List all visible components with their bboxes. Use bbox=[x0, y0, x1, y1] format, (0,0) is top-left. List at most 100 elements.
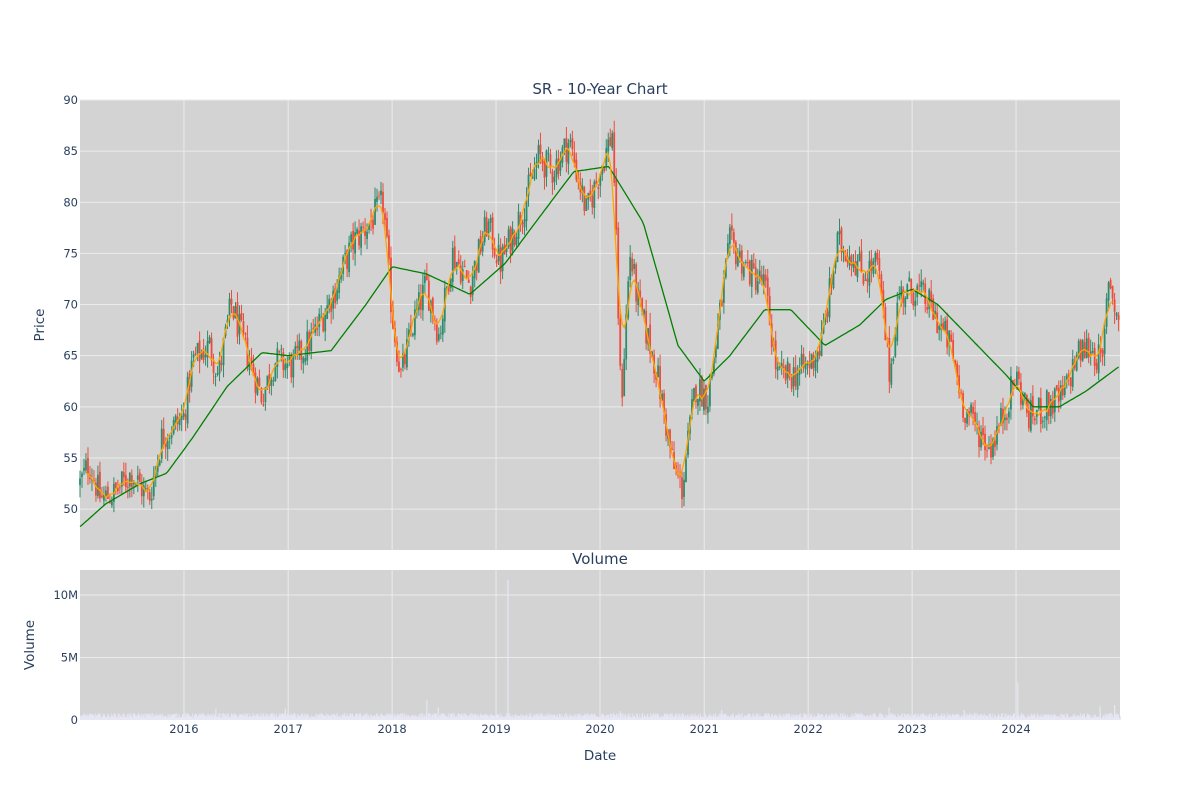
volume-bar bbox=[353, 716, 355, 720]
volume-bar bbox=[301, 717, 303, 720]
volume-bar bbox=[969, 718, 971, 720]
volume-bar bbox=[1014, 713, 1015, 720]
volume-bar bbox=[776, 715, 778, 720]
volume-bar bbox=[87, 717, 89, 720]
volume-bar bbox=[402, 717, 404, 720]
volume-bar bbox=[1052, 715, 1054, 720]
candle-body bbox=[824, 313, 827, 323]
volume-bar bbox=[136, 717, 138, 720]
candle-body bbox=[453, 246, 456, 269]
volume-bar bbox=[761, 718, 763, 720]
volume-bar bbox=[176, 717, 178, 720]
volume-bar bbox=[798, 718, 800, 720]
candle-body bbox=[326, 305, 329, 319]
volume-bar bbox=[724, 714, 726, 720]
volume-bar bbox=[92, 716, 94, 720]
volume-bar bbox=[169, 717, 171, 720]
candle-body bbox=[212, 361, 215, 374]
candle-body bbox=[615, 179, 618, 230]
volume-bar bbox=[1110, 714, 1112, 720]
volume-bar bbox=[207, 718, 208, 720]
candle-body bbox=[954, 360, 957, 367]
volume-bar bbox=[669, 717, 671, 720]
volume-bar bbox=[373, 715, 375, 720]
volume-bar bbox=[658, 717, 660, 720]
volume-bar bbox=[429, 713, 431, 720]
candle-body bbox=[174, 415, 177, 424]
volume-bar bbox=[277, 717, 279, 720]
volume-bar bbox=[1111, 717, 1113, 720]
volume-bar bbox=[655, 714, 657, 720]
volume-bar bbox=[256, 715, 258, 720]
candle-body bbox=[1000, 407, 1002, 425]
candle-body bbox=[461, 269, 464, 281]
volume-bar bbox=[94, 713, 96, 720]
volume-bar bbox=[562, 717, 564, 720]
volume-bar bbox=[1080, 717, 1082, 720]
volume-bar bbox=[280, 714, 282, 720]
candle-body bbox=[864, 279, 867, 281]
volume-bar bbox=[908, 714, 910, 720]
volume-bar bbox=[605, 717, 607, 720]
volume-bar bbox=[590, 714, 592, 720]
volume-bar bbox=[446, 716, 448, 720]
candle-body bbox=[760, 274, 763, 283]
volume-bar bbox=[644, 716, 646, 720]
candle-body bbox=[109, 501, 111, 504]
candle-body bbox=[972, 406, 974, 414]
volume-bar bbox=[644, 716, 646, 720]
volume-bar bbox=[539, 716, 541, 720]
volume-bar bbox=[642, 717, 644, 720]
volume-bar bbox=[690, 713, 692, 720]
volume-bar bbox=[1002, 717, 1004, 720]
volume-bar bbox=[971, 715, 973, 720]
volume-bar bbox=[347, 715, 349, 720]
volume-bar bbox=[1042, 716, 1044, 720]
volume-bar bbox=[710, 715, 712, 720]
volume-bar bbox=[805, 713, 806, 720]
volume-bar bbox=[1011, 716, 1013, 720]
candle-body bbox=[228, 298, 231, 319]
volume-bar bbox=[593, 714, 595, 720]
volume-bar bbox=[887, 716, 888, 720]
candle-body bbox=[260, 388, 263, 403]
volume-bar bbox=[468, 715, 470, 720]
volume-bar bbox=[737, 717, 739, 720]
volume-bar bbox=[736, 715, 738, 720]
candle-body bbox=[794, 367, 797, 387]
volume-bar bbox=[304, 715, 306, 720]
volume-bar bbox=[347, 716, 349, 720]
volume-bar bbox=[257, 713, 259, 720]
volume-bar bbox=[268, 716, 270, 720]
candle-body bbox=[671, 448, 673, 451]
volume-bar bbox=[572, 717, 574, 720]
volume-bar bbox=[244, 714, 246, 720]
volume-bar bbox=[697, 715, 699, 720]
volume-axis-title: Volume bbox=[22, 620, 38, 670]
volume-bar bbox=[470, 713, 472, 720]
volume-bar bbox=[141, 714, 143, 720]
volume-bar bbox=[349, 713, 351, 720]
volume-bar bbox=[381, 713, 383, 720]
volume-bar bbox=[700, 715, 702, 720]
volume-bar bbox=[427, 713, 429, 720]
candle-body bbox=[413, 309, 416, 336]
volume-bar bbox=[883, 717, 884, 720]
candle-body bbox=[425, 273, 428, 281]
volume-bar bbox=[436, 718, 438, 720]
volume-bar bbox=[330, 716, 331, 720]
volume-bar bbox=[617, 716, 619, 720]
volume-bar bbox=[1041, 716, 1043, 720]
volume-bar bbox=[195, 713, 196, 720]
volume-bar bbox=[531, 717, 532, 720]
volume-bar bbox=[1095, 716, 1097, 720]
volume-bar bbox=[628, 715, 630, 720]
candle-body bbox=[555, 159, 558, 177]
volume-bar bbox=[704, 717, 706, 720]
candle-body bbox=[1103, 328, 1106, 354]
candle-body bbox=[527, 174, 530, 196]
volume-bar bbox=[320, 717, 322, 720]
volume-bar bbox=[540, 713, 542, 720]
candle-body bbox=[754, 267, 757, 291]
volume-bar bbox=[511, 716, 513, 720]
